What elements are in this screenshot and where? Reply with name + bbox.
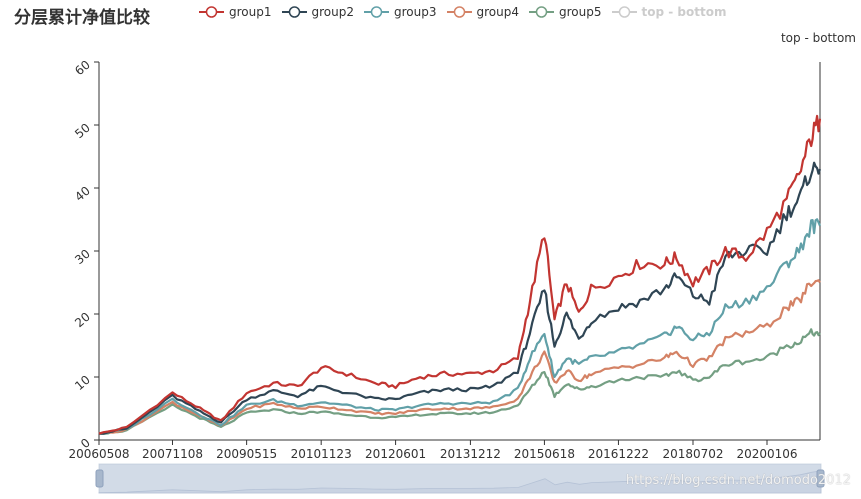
zoom-preview-area [98,470,822,494]
y-tick-label: 50 [72,121,93,142]
legend-item-top-bottom[interactable]: top - bottom [611,5,727,19]
legend-item-group4[interactable]: group4 [446,5,520,19]
x-tick-label: 20131212 [440,447,501,461]
y-tick-label: 60 [72,58,93,79]
x-tick-label: 20101123 [291,447,352,461]
legend-label: group1 [229,5,272,19]
x-tick-label: 20060508 [68,447,129,461]
legend: group1 group2 group3 group4 group5 top - bott… [199,3,736,21]
legend-item-group3[interactable]: group3 [364,5,437,19]
x-tick-label: 20090515 [216,447,277,461]
legend-marker-icon [611,6,637,18]
right-axis-label: top - bottom [780,31,856,45]
legend-item-group2[interactable]: group2 [281,5,355,19]
x-tick-label: 20071108 [142,447,203,461]
series-line-group4[interactable] [98,279,821,435]
y-tick-label: 30 [72,247,93,268]
legend-label: group5 [559,5,602,19]
y-tick-label: 20 [72,310,93,331]
legend-label: group2 [311,5,355,19]
legend-label: group4 [476,5,520,19]
y-tick-label: 10 [72,373,93,394]
legend-marker-icon [364,6,389,18]
x-tick-label: 20161222 [588,447,649,461]
legend-marker-icon [281,6,307,18]
legend-item-group5[interactable]: group5 [529,5,602,19]
legend-label: group3 [394,5,437,19]
legend-label: top - bottom [641,5,727,19]
x-tick-label: 20120601 [365,447,426,461]
series-line-group3[interactable] [98,218,822,435]
series-line-group5[interactable] [98,328,821,435]
x-tick-label: 20180702 [662,447,723,461]
zoom-handle-left[interactable] [95,469,104,488]
x-tick-label: 20200106 [736,447,797,461]
legend-marker-icon [199,6,224,18]
data-zoom-slider[interactable] [95,463,825,494]
legend-marker-icon [529,6,554,18]
legend-item-group1[interactable]: group1 [199,5,272,19]
y-tick-label: 40 [72,184,93,205]
chart-title: 分层累计净值比较 [14,8,150,28]
series-line-group2[interactable] [99,161,822,435]
zoom-handle-right[interactable] [816,469,825,488]
x-tick-label: 20150618 [514,447,575,461]
series-line-group1[interactable] [98,114,822,435]
legend-marker-icon [446,6,472,18]
series-layer [98,114,822,435]
watermark: https://blog.csdn.net/domodo2012 [625,473,851,488]
